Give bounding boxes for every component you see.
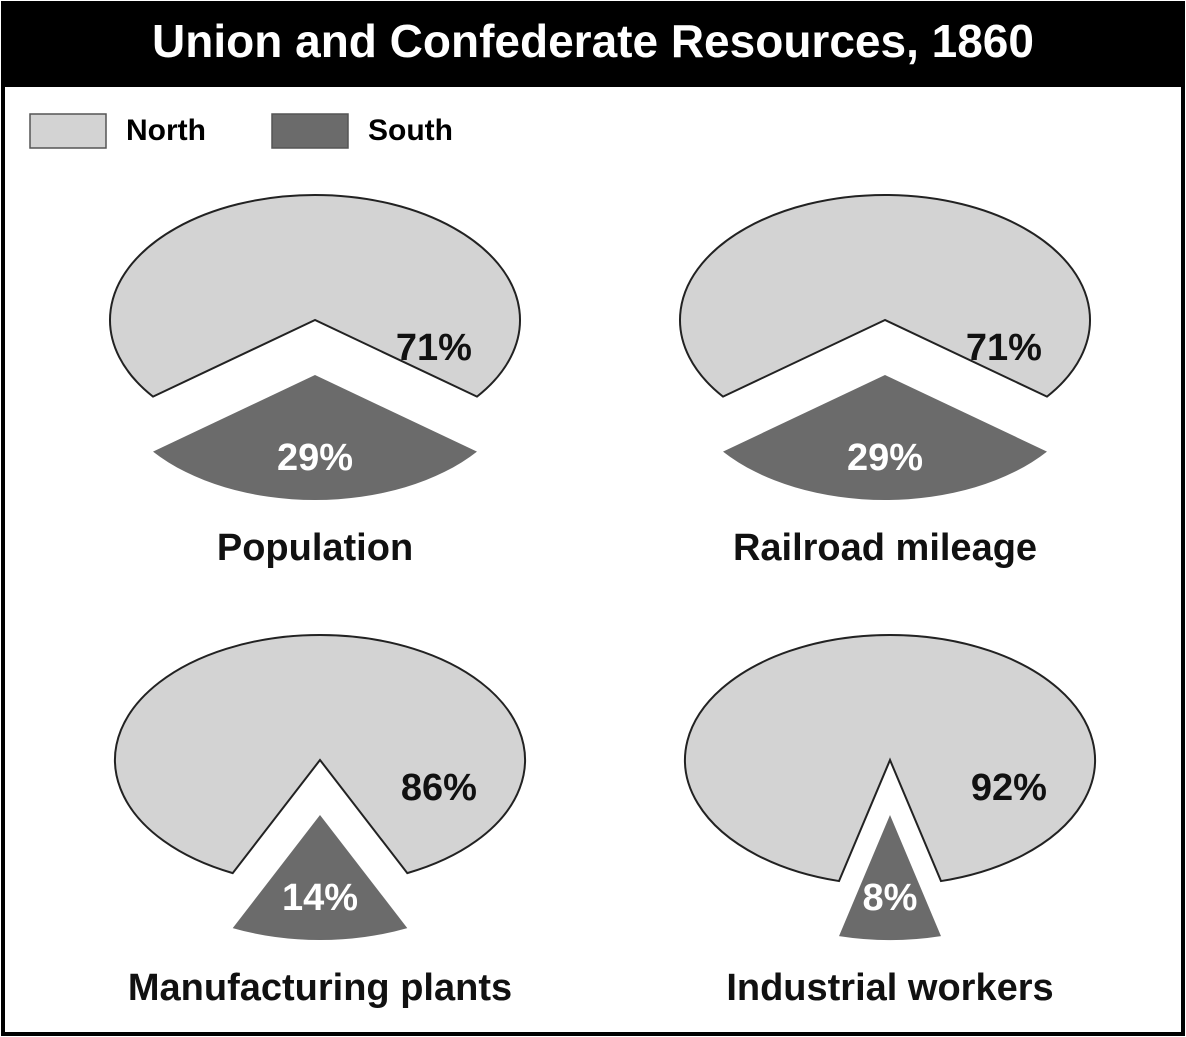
value-label: 71% [966,327,1042,369]
pie-title: Population [217,527,413,569]
legend-swatch [30,114,106,148]
pie-title: Manufacturing plants [128,967,512,1009]
legend-label: North [126,114,206,147]
value-label: 92% [971,767,1047,809]
legend-label: South [368,114,453,147]
frame [3,3,1183,1034]
pie-title: Industrial workers [726,967,1053,1009]
chart-title: Union and Confederate Resources, 1860 [152,15,1034,67]
value-label: 29% [277,437,353,479]
value-label: 14% [282,877,358,919]
value-label: 71% [396,327,472,369]
legend-swatch [272,114,348,148]
value-label: 8% [863,877,918,919]
chart: Union and Confederate Resources, 1860 No… [0,0,1186,1037]
value-label: 86% [401,767,477,809]
value-label: 29% [847,437,923,479]
pie-title: Railroad mileage [733,527,1037,569]
